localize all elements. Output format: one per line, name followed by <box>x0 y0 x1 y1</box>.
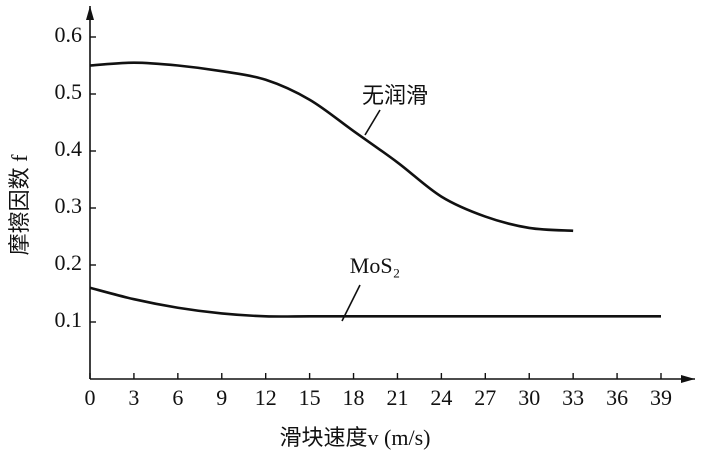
x-tick-label: 33 <box>562 385 584 410</box>
y-tick-label: 0.1 <box>55 307 83 332</box>
x-tick-label: 39 <box>650 385 672 410</box>
y-tick-label: 0.3 <box>55 193 83 218</box>
leader-line <box>364 109 381 136</box>
x-tick-label: 3 <box>128 385 139 410</box>
x-tick-label: 24 <box>430 385 452 410</box>
series-line <box>89 61 574 233</box>
series-label: 无润滑 <box>362 83 428 108</box>
y-tick-label: 0.6 <box>55 22 83 47</box>
y-axis-label: 摩擦因数 f <box>7 154 32 256</box>
x-tick-label: 6 <box>172 385 183 410</box>
x-tick-label: 18 <box>343 385 365 410</box>
x-tick-label: 27 <box>474 385 496 410</box>
x-tick-label: 36 <box>606 385 628 410</box>
series-line <box>89 286 661 318</box>
y-tick-label: 0.4 <box>55 136 83 161</box>
x-tick-label: 15 <box>299 385 321 410</box>
x-arrow <box>681 375 695 383</box>
series-label: MoS₂ <box>350 253 400 278</box>
y-tick-label: 0.5 <box>55 79 83 104</box>
y-arrow <box>86 6 94 20</box>
x-tick-label: 30 <box>518 385 540 410</box>
x-tick-label: 9 <box>216 385 227 410</box>
y-tick-label: 0.2 <box>55 250 83 275</box>
x-tick-label: 0 <box>85 385 96 410</box>
x-tick-label: 21 <box>386 385 408 410</box>
x-axis-label: 滑块速度v (m/s) <box>280 425 431 450</box>
x-tick-label: 12 <box>255 385 277 410</box>
